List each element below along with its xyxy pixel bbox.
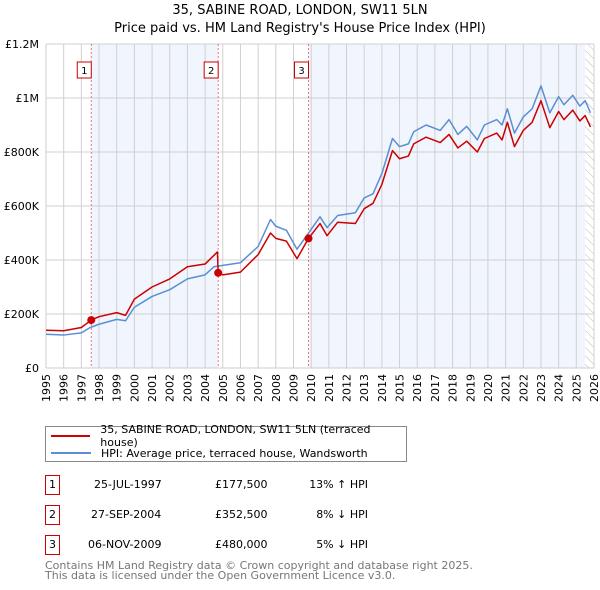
- x-tick-label: 2014: [376, 374, 389, 402]
- transaction-date: 27-SEP-2004: [91, 508, 162, 521]
- x-tick-label: 2007: [252, 374, 265, 402]
- y-tick-label: £200K: [4, 308, 40, 321]
- x-tick-label: 2002: [164, 374, 177, 402]
- y-tick-label: £1M: [16, 92, 40, 105]
- legend: 35, SABINE ROAD, LONDON, SW11 5LN (terra…: [45, 423, 407, 462]
- sale-number: 3: [298, 66, 304, 77]
- series-line: [45, 85, 592, 336]
- x-tick-label: 2006: [234, 374, 247, 402]
- transaction-number: 3: [45, 535, 60, 555]
- x-tick-label: 2023: [535, 374, 548, 402]
- x-tick-label: 2015: [394, 374, 407, 402]
- x-tick-label: 2000: [128, 374, 141, 402]
- series-line: [45, 99, 592, 332]
- x-tick-label: 2012: [341, 374, 354, 402]
- x-tick-label: 1997: [75, 374, 88, 402]
- y-tick-label: £400K: [4, 254, 40, 267]
- transaction-hpi: 13% ↑ HPI: [309, 478, 368, 491]
- sale-number: 1: [81, 66, 87, 77]
- sale-number: 2: [208, 66, 214, 77]
- x-tick-label: 2011: [323, 374, 336, 402]
- sale-point: [304, 234, 313, 243]
- sale-point: [214, 268, 223, 277]
- transaction-price: £177,500: [215, 478, 268, 491]
- transaction-number: 2: [45, 505, 60, 525]
- chart-title: 35, SABINE ROAD, LONDON, SW11 5LN: [172, 3, 428, 18]
- x-tick-label: 2009: [287, 374, 300, 402]
- x-tick-label: 2019: [464, 374, 477, 402]
- sale-number-box: [203, 61, 219, 79]
- y-tick-label: £0: [25, 362, 39, 375]
- sale-point: [87, 316, 96, 325]
- price-chart: 1995 1996 1997 1998 1999 2000 2001 2002 2003 2004…: [4, 38, 600, 402]
- footer-licence: This data is licensed under the Open Gov…: [45, 569, 396, 582]
- y-tick-label: £1.2M: [5, 38, 39, 51]
- transaction-price: £480,000: [215, 538, 268, 551]
- x-tick-label: 1996: [58, 374, 71, 402]
- transaction-number: 1: [45, 475, 60, 495]
- transaction-hpi: 8% ↓ HPI: [316, 508, 368, 521]
- transaction-price: £352,500: [215, 508, 268, 521]
- legend-item-hpi: HPI: Average price, terraced house, Wand…: [46, 445, 368, 461]
- x-tick-label: 2025: [570, 374, 583, 402]
- x-tick-label: 2021: [500, 374, 513, 402]
- y-tick-label: £800K: [4, 146, 40, 159]
- x-tick-label: 2018: [447, 374, 460, 402]
- x-tick-label: 1999: [111, 374, 124, 402]
- x-tick-label: 2026: [588, 374, 600, 402]
- x-tick-label: 2017: [429, 374, 442, 402]
- x-tick-label: 1998: [93, 374, 106, 402]
- legend-label: HPI: Average price, terraced house, Wand…: [101, 446, 368, 460]
- transaction-hpi: 5% ↓ HPI: [316, 538, 368, 551]
- x-tick-label: 2024: [553, 374, 566, 402]
- x-tick-label: 2008: [270, 374, 283, 402]
- x-tick-label: 2010: [305, 374, 318, 402]
- x-tick-label: 2022: [517, 374, 530, 402]
- sale-number-box: [294, 61, 310, 79]
- x-tick-label: 2013: [358, 374, 371, 402]
- legend-item-property: 35, SABINE ROAD, LONDON, SW11 5LN (terra…: [46, 423, 406, 449]
- transaction-date: 25-JUL-1997: [94, 478, 162, 491]
- x-tick-label: 2020: [482, 374, 495, 402]
- x-tick-label: 2001: [146, 374, 159, 402]
- sale-number-box: [76, 61, 92, 79]
- legend-swatch-blue: [51, 452, 91, 454]
- x-tick-label: 2005: [217, 374, 230, 402]
- transaction-date: 06-NOV-2009: [88, 538, 162, 551]
- x-tick-label: 2016: [411, 374, 424, 402]
- legend-swatch-red: [51, 435, 91, 437]
- x-tick-label: 2004: [199, 374, 212, 402]
- x-tick-label: 2003: [181, 374, 194, 402]
- x-tick-label: 1995: [40, 374, 53, 402]
- footer-copyright: Contains HM Land Registry data © Crown c…: [45, 559, 473, 572]
- legend-label: 35, SABINE ROAD, LONDON, SW11 5LN (terra…: [100, 423, 371, 449]
- chart-subtitle: Price paid vs. HM Land Registry's House …: [114, 21, 486, 36]
- y-tick-label: £600K: [4, 200, 40, 213]
